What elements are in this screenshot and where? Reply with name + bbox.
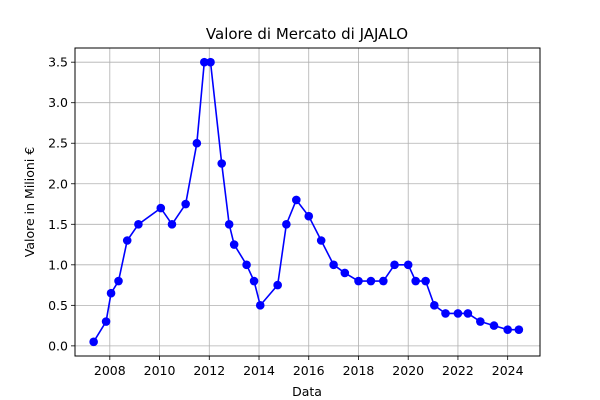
x-tick-label: 2016 bbox=[293, 363, 325, 378]
x-tick-label: 2010 bbox=[144, 363, 176, 378]
data-point bbox=[217, 159, 227, 168]
data-point bbox=[489, 321, 499, 330]
y-tick-label: 3.5 bbox=[48, 55, 68, 70]
data-point bbox=[514, 325, 524, 334]
x-tick-label: 2014 bbox=[243, 363, 275, 378]
data-point bbox=[114, 276, 123, 286]
data-point bbox=[229, 240, 239, 249]
data-point bbox=[354, 276, 363, 286]
data-point bbox=[503, 325, 512, 334]
series-line bbox=[92, 61, 519, 343]
data-point bbox=[340, 268, 350, 278]
data-point bbox=[242, 260, 251, 270]
y-axis-label: Valore in Milioni € bbox=[22, 147, 37, 257]
data-point bbox=[453, 309, 463, 318]
data-point bbox=[430, 301, 439, 310]
data-point bbox=[192, 138, 202, 148]
data-point bbox=[390, 260, 399, 270]
data-point bbox=[156, 203, 166, 213]
data-point bbox=[224, 219, 234, 229]
data-point bbox=[249, 276, 259, 286]
y-axis-ticks: 0.0 0.5 1.0 1.5 2.0 2.5 3.0 3.5 bbox=[48, 55, 75, 353]
x-tick-label: 2012 bbox=[193, 363, 225, 378]
grid-lines bbox=[75, 48, 540, 356]
data-point bbox=[421, 276, 430, 286]
y-tick-label: 2.5 bbox=[48, 136, 68, 151]
data-point bbox=[167, 219, 177, 229]
data-point bbox=[441, 309, 450, 318]
data-point bbox=[304, 211, 314, 221]
data-point bbox=[200, 57, 209, 67]
chart-title: Valore di Mercato di JAJALO bbox=[206, 25, 408, 43]
data-point bbox=[282, 219, 291, 229]
x-tick-label: 2022 bbox=[442, 363, 474, 378]
data-point bbox=[292, 195, 301, 205]
x-axis-ticks: 2008 2010 2012 2014 2016 2018 2020 2022 2024 bbox=[94, 356, 524, 378]
data-point bbox=[403, 260, 413, 270]
data-point bbox=[181, 199, 190, 209]
y-tick-label: 2.0 bbox=[48, 176, 68, 191]
data-point bbox=[134, 219, 143, 229]
y-tick-label: 3.0 bbox=[48, 95, 68, 110]
data-point bbox=[273, 280, 282, 290]
data-point bbox=[89, 337, 98, 347]
x-axis-label: Data bbox=[292, 384, 322, 399]
y-tick-label: 1.0 bbox=[48, 257, 68, 272]
y-tick-label: 0.0 bbox=[48, 338, 68, 353]
x-tick-label: 2008 bbox=[94, 363, 126, 378]
data-point bbox=[255, 301, 265, 310]
data-point bbox=[463, 309, 473, 318]
y-tick-label: 1.5 bbox=[48, 217, 68, 232]
data-point bbox=[366, 276, 376, 286]
plot-frame bbox=[74, 47, 541, 357]
data-point bbox=[122, 236, 132, 245]
data-point bbox=[206, 57, 215, 67]
data-point bbox=[476, 317, 485, 326]
x-tick-label: 2018 bbox=[343, 363, 375, 378]
data-point bbox=[329, 260, 338, 270]
x-tick-label: 2020 bbox=[392, 363, 424, 378]
series-layer bbox=[89, 57, 524, 347]
data-point bbox=[101, 317, 111, 326]
y-tick-label: 0.5 bbox=[48, 298, 68, 313]
data-point bbox=[411, 276, 420, 286]
data-point bbox=[106, 288, 116, 298]
data-point bbox=[316, 236, 326, 245]
data-point bbox=[379, 276, 388, 286]
x-tick-label: 2024 bbox=[492, 363, 524, 378]
